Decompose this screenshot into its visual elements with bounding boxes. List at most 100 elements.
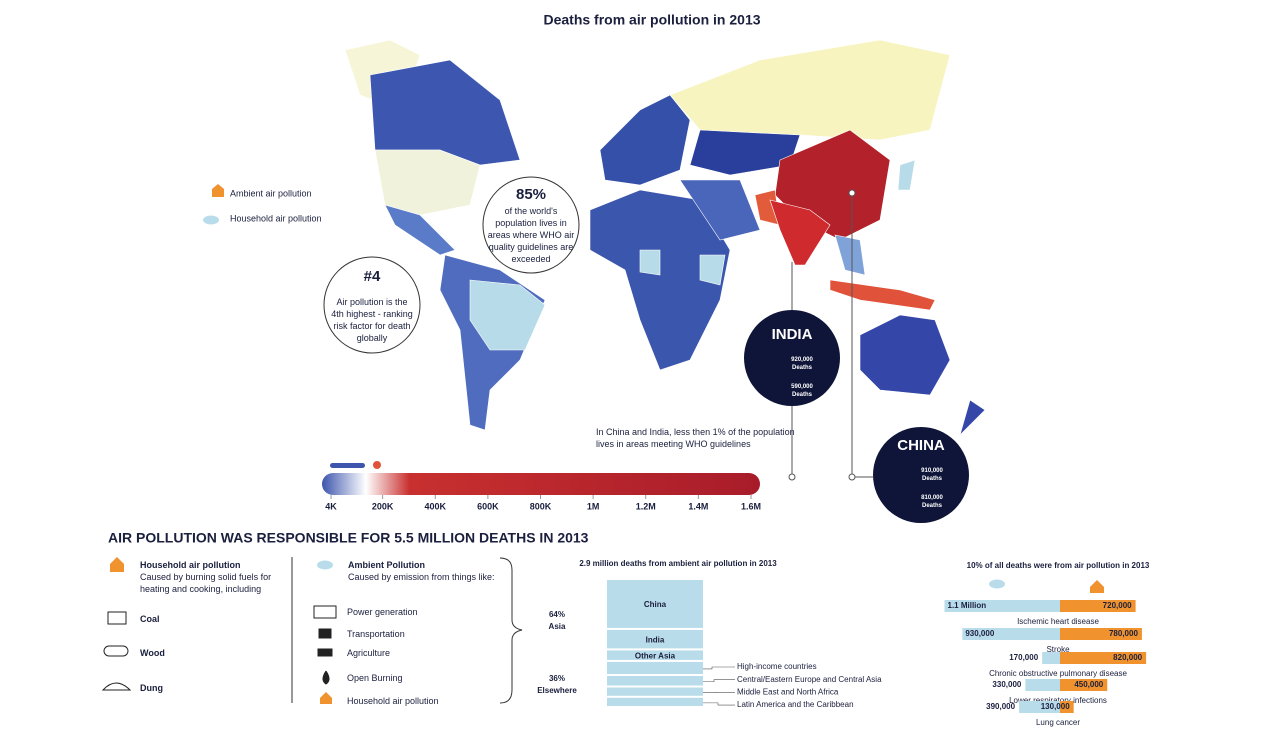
segment-label: High-income countries bbox=[737, 662, 817, 671]
segment-label: Other Asia bbox=[635, 651, 676, 660]
scale-tick-label: 1.6M bbox=[741, 501, 761, 511]
title: Deaths from air pollution in 2013 bbox=[543, 12, 760, 28]
unit: Deaths bbox=[791, 365, 812, 371]
country-badge bbox=[744, 310, 840, 406]
value-label: 450,000 bbox=[1074, 680, 1103, 689]
item: Household air pollution bbox=[347, 696, 439, 706]
value-label: 720,000 bbox=[1103, 601, 1132, 610]
scale-tick-label: 400K bbox=[424, 501, 446, 511]
segment-label: Latin America and the Caribbean bbox=[737, 700, 854, 709]
bar-household bbox=[1019, 701, 1060, 713]
bar-ambient bbox=[1060, 628, 1142, 640]
item: Agriculture bbox=[347, 648, 391, 658]
value-label: 930,000 bbox=[965, 629, 994, 638]
bar-segment bbox=[607, 580, 703, 628]
icon bbox=[317, 560, 333, 570]
item: Dung bbox=[140, 683, 163, 693]
bar-segment bbox=[607, 676, 703, 686]
scale-marker bbox=[373, 461, 381, 469]
note: In China and India, less then 1% of the … bbox=[596, 427, 795, 449]
series-icon bbox=[989, 579, 1005, 589]
leader bbox=[703, 679, 735, 683]
scale-tick-label: 4K bbox=[325, 501, 337, 511]
bar-segment bbox=[607, 661, 703, 674]
bar-segment bbox=[607, 697, 703, 706]
bar-household bbox=[944, 600, 1060, 612]
leader bbox=[703, 666, 735, 670]
item: Open Burning bbox=[347, 673, 403, 683]
deaths: 590,000 bbox=[791, 384, 813, 390]
callout-text: Air pollution is the 4th highest - ranki… bbox=[331, 297, 413, 343]
value-label: 820,000 bbox=[1113, 653, 1142, 662]
segment-label: India bbox=[646, 635, 665, 644]
bar-ambient bbox=[1060, 679, 1108, 691]
callout-headline: #4 bbox=[363, 268, 381, 285]
item: Wood bbox=[140, 648, 165, 658]
group-value: 36% bbox=[549, 674, 565, 683]
scale-tick-label: 1.2M bbox=[636, 501, 656, 511]
category-label: Stroke bbox=[1046, 645, 1070, 654]
legend-label: Ambient air pollution bbox=[230, 188, 312, 198]
callout-headline: 85% bbox=[515, 186, 547, 203]
scale-tick-label: 1M bbox=[587, 501, 600, 511]
scale-tick-label: 200K bbox=[372, 501, 394, 511]
item: Power generation bbox=[347, 607, 418, 617]
bar-household bbox=[1025, 679, 1060, 691]
scale-tick-label: 1.4M bbox=[688, 501, 708, 511]
item: Transportation bbox=[347, 629, 405, 639]
category-label: Lung cancer bbox=[1036, 718, 1080, 727]
bar-ambient bbox=[1060, 701, 1074, 713]
callout-text: of the world's population lives in areas… bbox=[487, 206, 575, 264]
subtitle: Caused by emission from things like: bbox=[348, 572, 495, 582]
category-label: Lower respiratory infections bbox=[1009, 696, 1107, 705]
legend-label: Household air pollution bbox=[230, 213, 322, 223]
heading: Ambient Pollution bbox=[348, 560, 425, 570]
deaths: 810,000 bbox=[921, 495, 943, 501]
unit: Deaths bbox=[921, 476, 942, 482]
bar-segment bbox=[607, 629, 703, 649]
chart-title: 10% of all deaths were from air pollutio… bbox=[967, 561, 1150, 570]
icon bbox=[110, 557, 124, 572]
callout-circle bbox=[482, 176, 580, 274]
value-label: 780,000 bbox=[1109, 629, 1138, 638]
bar-ambient bbox=[1060, 600, 1136, 612]
item: Coal bbox=[140, 614, 160, 624]
scale-tick-label: 600K bbox=[477, 501, 499, 511]
item-icons bbox=[101, 605, 337, 704]
bar-segment bbox=[607, 687, 703, 696]
segment-label: China bbox=[644, 600, 667, 609]
bar-household bbox=[962, 628, 1060, 640]
scale-marker bbox=[330, 463, 365, 468]
bar-ambient bbox=[1060, 652, 1147, 664]
color-scale bbox=[322, 473, 760, 495]
segment-label: Middle East and North Africa bbox=[737, 688, 839, 697]
heading: Household air pollution bbox=[140, 560, 241, 570]
value-label: 170,000 bbox=[1009, 653, 1038, 662]
country-badge bbox=[873, 427, 969, 523]
value-label: 130,000 bbox=[1041, 702, 1070, 711]
subtitle: Caused by burning solid fuels for heatin… bbox=[140, 572, 272, 594]
brace bbox=[499, 557, 523, 704]
category-label: Ischemic heart disease bbox=[1017, 617, 1099, 626]
value-label: 330,000 bbox=[992, 680, 1021, 689]
segment-label: Central/Eastern Europe and Central Asia bbox=[737, 675, 882, 684]
series-icon bbox=[1090, 580, 1104, 593]
unit: Deaths bbox=[791, 392, 812, 398]
group-name: Asia bbox=[549, 622, 566, 631]
world-map bbox=[344, 39, 986, 437]
value-label: 1.1 Million bbox=[948, 601, 987, 610]
bar-household bbox=[1042, 652, 1060, 664]
scale-tick-label: 800K bbox=[530, 501, 552, 511]
deaths: 910,000 bbox=[921, 468, 943, 474]
legend-icon bbox=[203, 215, 219, 225]
deaths: 920,000 bbox=[791, 357, 813, 363]
value-label: 390,000 bbox=[986, 702, 1015, 711]
section-title: AIR POLLUTION WAS RESPONSIBLE FOR 5.5 MI… bbox=[108, 530, 589, 546]
category-label: Chronic obstructive pulmonary disease bbox=[989, 669, 1127, 678]
group-name: Elsewhere bbox=[537, 686, 577, 695]
country-name: CHINA bbox=[897, 437, 945, 454]
unit: Deaths bbox=[921, 503, 942, 509]
chart-title: 2.9 million deaths from ambient air poll… bbox=[579, 559, 777, 568]
